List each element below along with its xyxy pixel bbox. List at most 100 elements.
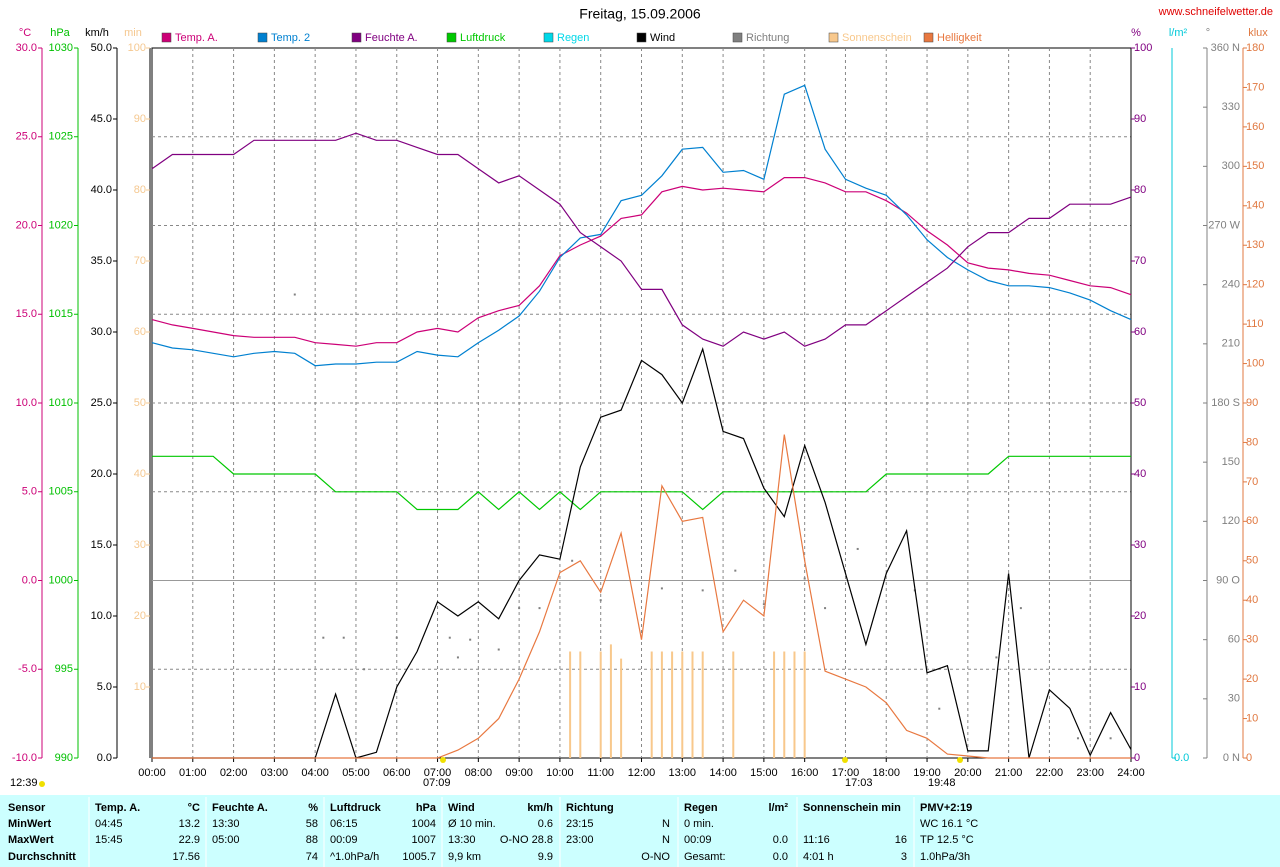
stats-table: Sensor Temp. A. °C Feuchte A.% Luftdruck hPa W… bbox=[8, 797, 978, 867]
legend-label: Wind bbox=[650, 32, 675, 44]
cell-text: 1007 bbox=[412, 834, 436, 846]
y-tick-label: 150 bbox=[1246, 160, 1264, 172]
y-tick-label: 25.0 bbox=[16, 131, 37, 143]
y-tick-label: 70 bbox=[134, 255, 146, 267]
line bbox=[151, 177, 1132, 347]
sun-icon bbox=[957, 757, 963, 763]
axis-label: l/m² bbox=[1169, 27, 1188, 39]
y-tick-label: 995 bbox=[55, 663, 73, 675]
y-tick-label: 180 bbox=[1246, 42, 1264, 54]
y-tick-label: 30.0 bbox=[91, 326, 112, 338]
y-tick-label: 40 bbox=[1134, 468, 1146, 480]
y-tick-label: 0 bbox=[1246, 752, 1252, 764]
axis-label: klux bbox=[1248, 27, 1268, 39]
y-tick-label: 45.0 bbox=[91, 113, 112, 125]
y-tick-label: 40 bbox=[134, 468, 146, 480]
direction-dot bbox=[538, 607, 541, 610]
y-tick-label: 30.0 bbox=[16, 42, 37, 54]
cell-text: 3 bbox=[901, 851, 907, 863]
x-tick-label: 12:00 bbox=[628, 767, 656, 779]
legend-swatch bbox=[257, 32, 268, 43]
y-tick-label: 30 bbox=[1228, 693, 1240, 705]
y-tick-label: 50.0 bbox=[91, 42, 112, 54]
y-tick-label: 10.0 bbox=[91, 610, 112, 622]
cell-text: 04:45 bbox=[95, 818, 123, 830]
axis-label: % bbox=[1131, 27, 1141, 39]
y-tick-label: 40 bbox=[1246, 594, 1258, 606]
y-tick-label: 0.0 bbox=[97, 752, 112, 764]
y-tick-label: 20 bbox=[1134, 610, 1146, 622]
y-tick-label: 1030 bbox=[49, 42, 73, 54]
cell-text: Sonnenschein min bbox=[803, 802, 901, 814]
sun-icon bbox=[842, 757, 848, 763]
y-tick-label: 160 bbox=[1246, 121, 1264, 133]
x-tick-label: 18:00 bbox=[872, 767, 900, 779]
y-tick-label: 80 bbox=[1246, 436, 1258, 448]
x-tick-label: 11:00 bbox=[587, 767, 614, 779]
y-tick-label: 5.0 bbox=[22, 486, 37, 498]
y-tick-label: 130 bbox=[1246, 239, 1264, 251]
cell-text: 1005.7 bbox=[402, 851, 436, 863]
y-tick-label: 0 N bbox=[1223, 752, 1240, 764]
x-tick-label: 05:00 bbox=[342, 767, 370, 779]
legend-swatch bbox=[636, 32, 647, 43]
sun-icon bbox=[39, 781, 45, 787]
y-tick-label: 120 bbox=[1246, 279, 1264, 291]
line bbox=[152, 434, 1131, 759]
annotation: 12:39 bbox=[10, 777, 38, 789]
direction-dot bbox=[995, 656, 998, 659]
direction-dot bbox=[824, 607, 827, 610]
x-tick-label: 14:00 bbox=[709, 767, 737, 779]
axis-label: min bbox=[124, 27, 142, 39]
legend-swatch bbox=[543, 32, 554, 43]
legend-swatch bbox=[351, 32, 362, 43]
cell-text: Sensor bbox=[8, 802, 46, 814]
y-tick-label: 60 bbox=[1134, 326, 1146, 338]
legend-label: Regen bbox=[557, 32, 589, 44]
y-tick-label: 90 bbox=[1246, 397, 1258, 409]
cell-text: ^1.0hPa/h bbox=[330, 851, 379, 863]
direction-dot bbox=[701, 589, 704, 592]
y-tick-label: 15.0 bbox=[16, 308, 37, 320]
cell-text: 9.9 bbox=[538, 851, 553, 863]
chart-title: Freitag, 15.09.2006 bbox=[579, 6, 701, 22]
cell-text: MaxWert bbox=[8, 834, 54, 846]
annotation: 17:03 bbox=[845, 777, 873, 789]
x-tick-label: 08:00 bbox=[465, 767, 493, 779]
x-tick-label: 00:00 bbox=[138, 767, 166, 779]
cell-text: % bbox=[308, 802, 318, 814]
line bbox=[151, 132, 1132, 347]
y-tick-label: 100 bbox=[128, 42, 146, 54]
direction-dot bbox=[497, 648, 500, 651]
line bbox=[151, 84, 1132, 367]
y-tick-label: 20 bbox=[134, 610, 146, 622]
y-tick-label: 360 N bbox=[1211, 42, 1240, 54]
y-tick-label: -5.0 bbox=[18, 663, 37, 675]
cell-text: Durchschnitt bbox=[8, 851, 76, 863]
x-tick-label: 01:00 bbox=[179, 767, 207, 779]
cell-text: hPa bbox=[416, 802, 437, 814]
axis-label: hPa bbox=[50, 27, 70, 39]
legend-label: Helligkeit bbox=[937, 32, 982, 44]
direction-dot bbox=[469, 638, 472, 641]
cell-text: PMV+2:19 bbox=[920, 802, 972, 814]
y-tick-label: 15.0 bbox=[91, 539, 112, 551]
y-tick-label: 270 W bbox=[1208, 219, 1240, 231]
x-tick-label: 09:00 bbox=[505, 767, 533, 779]
source: www.schneifelwetter.de bbox=[1158, 6, 1273, 18]
direction-dot bbox=[660, 587, 663, 590]
y-tick-label: 1015 bbox=[49, 308, 73, 320]
stats-background bbox=[0, 795, 1280, 867]
y-tick-label: 0.0 bbox=[22, 574, 37, 586]
direction-dot bbox=[1109, 737, 1112, 740]
y-tick-label: 990 bbox=[55, 752, 73, 764]
cell-text: 58 bbox=[306, 818, 318, 830]
cell-text: 13:30 bbox=[448, 834, 476, 846]
y-tick-label: 0.0 bbox=[1174, 752, 1189, 764]
y-tick-label: 20.0 bbox=[16, 219, 37, 231]
y-tick-label: 180 S bbox=[1211, 397, 1240, 409]
line bbox=[152, 455, 1131, 511]
cell-text: O-NO 28.8 bbox=[500, 834, 553, 846]
y-tick-label: 40.0 bbox=[91, 184, 112, 196]
cell-text: N bbox=[662, 818, 670, 830]
